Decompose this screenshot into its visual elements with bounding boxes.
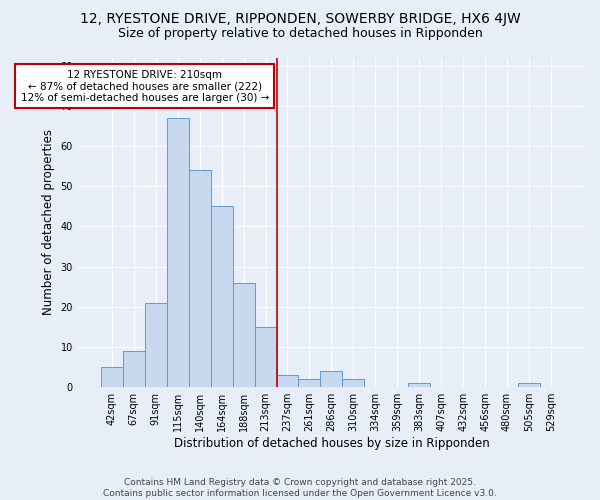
Text: Contains HM Land Registry data © Crown copyright and database right 2025.
Contai: Contains HM Land Registry data © Crown c… (103, 478, 497, 498)
Bar (167, 118, 188, 387)
Bar (123, 351, 145, 387)
Bar (518, 383, 540, 387)
Text: 12 RYESTONE DRIVE: 210sqm
← 87% of detached houses are smaller (222)
12% of semi: 12 RYESTONE DRIVE: 210sqm ← 87% of detac… (20, 70, 269, 103)
Bar (211, 206, 233, 387)
Text: Size of property relative to detached houses in Ripponden: Size of property relative to detached ho… (118, 28, 482, 40)
Bar (408, 383, 430, 387)
Bar (320, 371, 343, 387)
Bar (254, 327, 277, 387)
Bar (101, 367, 123, 387)
Bar (298, 379, 320, 387)
Y-axis label: Number of detached properties: Number of detached properties (42, 130, 55, 316)
Bar (343, 379, 364, 387)
Bar (233, 282, 254, 387)
Bar (277, 375, 298, 387)
Bar (188, 170, 211, 387)
Text: 12, RYESTONE DRIVE, RIPPONDEN, SOWERBY BRIDGE, HX6 4JW: 12, RYESTONE DRIVE, RIPPONDEN, SOWERBY B… (80, 12, 520, 26)
Bar (145, 303, 167, 387)
X-axis label: Distribution of detached houses by size in Ripponden: Distribution of detached houses by size … (173, 437, 489, 450)
